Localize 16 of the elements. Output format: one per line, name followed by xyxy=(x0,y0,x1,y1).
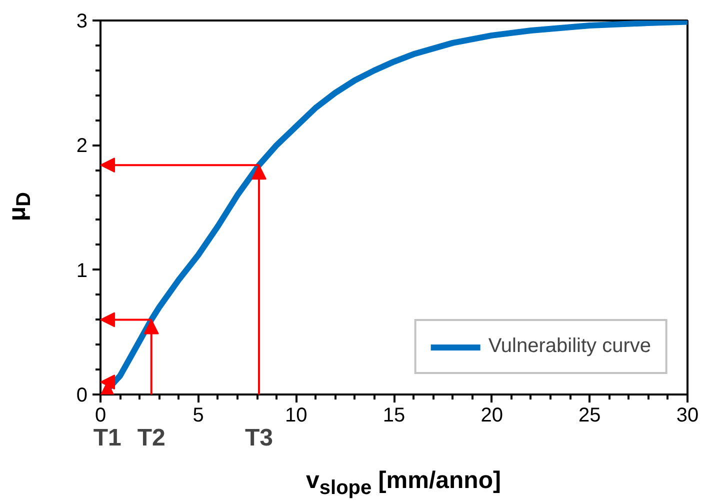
legend-label: Vulnerability curve xyxy=(488,335,651,358)
x-tick-label: 25 xyxy=(578,404,601,426)
y-tick-label: 3 xyxy=(76,10,88,32)
annotation: T1 xyxy=(93,424,122,452)
x-tick-label: 0 xyxy=(94,404,106,426)
x-axis-title: v$_{slope}$ [mm/anno] xyxy=(305,466,502,501)
annotation: T3 xyxy=(244,424,273,452)
x-tick-label: 15 xyxy=(382,404,406,426)
x-tick-label: 10 xyxy=(285,404,308,426)
y-tick-label: 1 xyxy=(76,260,88,282)
y-tick-label: 2 xyxy=(76,135,88,158)
y-tick-label: 0 xyxy=(76,384,88,406)
x-tick-label: 20 xyxy=(480,404,503,426)
annotation: T2 xyxy=(137,424,166,452)
x-tick-label: 5 xyxy=(192,404,204,426)
x-tick-label: 30 xyxy=(676,404,699,426)
